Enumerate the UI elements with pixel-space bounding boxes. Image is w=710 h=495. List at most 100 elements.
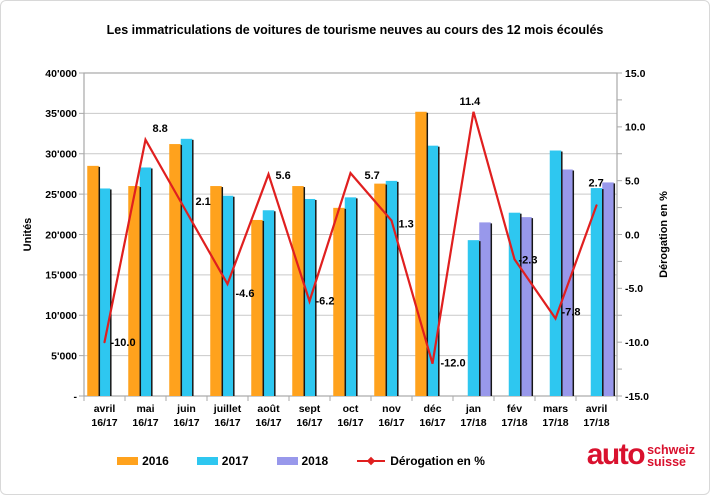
legend-swatch-2016 — [117, 457, 139, 465]
svg-text:16/17: 16/17 — [337, 417, 363, 429]
logo-word: auto — [586, 438, 646, 471]
svg-text:août: août — [257, 403, 280, 415]
bar-2016-juin — [169, 144, 181, 396]
svg-text:10.0: 10.0 — [625, 122, 646, 134]
legend-item-2016: 2016 — [117, 454, 169, 468]
svg-text:16/17: 16/17 — [91, 417, 117, 429]
bar-2017-juin — [180, 138, 193, 396]
axis-ticks — [79, 72, 622, 401]
svg-text:-: - — [74, 391, 78, 403]
bar-2017-avril — [590, 188, 603, 396]
svg-text:16/17: 16/17 — [296, 417, 322, 429]
bar-2016-mai — [128, 186, 140, 396]
svg-text:40'000: 40'000 — [45, 68, 77, 80]
legend-item-2018: 2018 — [276, 454, 328, 468]
data-label: -7.8 — [562, 306, 581, 318]
bar-2016-oct — [333, 207, 345, 396]
data-label: 5.7 — [365, 170, 380, 182]
svg-text:16/17: 16/17 — [255, 417, 281, 429]
svg-text:16/17: 16/17 — [173, 417, 199, 429]
data-label: 2.7 — [589, 177, 604, 189]
data-label: -12.0 — [441, 358, 466, 370]
bar-2017-avril — [98, 188, 111, 396]
svg-text:déc: déc — [423, 403, 441, 415]
line-marker-icon — [357, 456, 386, 466]
chart-title: Les immatriculations de voitures de tour… — [106, 23, 604, 37]
svg-text:-5.0: -5.0 — [625, 283, 643, 295]
bar-2016-déc — [415, 111, 427, 396]
svg-text:15.0: 15.0 — [625, 68, 646, 80]
svg-text:17/18: 17/18 — [542, 417, 568, 429]
left-axis-title: Unités — [22, 218, 34, 252]
data-labels: -10.0 8.8 2.1 -4.6 5.6 -6.2 5.7 1.3 -12.0 11.4 -2.… — [111, 96, 604, 370]
svg-text:0.0: 0.0 — [625, 229, 640, 241]
svg-text:-15.0: -15.0 — [625, 391, 649, 403]
data-label: 5.6 — [276, 170, 291, 182]
bar-2018-jan — [479, 222, 491, 396]
bar-2016-août — [251, 219, 263, 396]
svg-text:25'000: 25'000 — [45, 189, 77, 201]
bar-2017-nov — [385, 180, 398, 396]
svg-text:17/18: 17/18 — [460, 417, 486, 429]
bar-2016-juillet — [210, 186, 222, 396]
svg-text:sept: sept — [299, 403, 321, 415]
svg-text:juin: juin — [176, 403, 196, 415]
svg-text:17/18: 17/18 — [501, 417, 527, 429]
bar-2016-avril — [87, 165, 99, 396]
svg-text:jan: jan — [465, 403, 481, 415]
svg-text:30'000: 30'000 — [45, 149, 77, 161]
svg-text:mai: mai — [136, 403, 154, 415]
bar-2017-jan — [467, 240, 480, 396]
bar-2017-mai — [139, 167, 152, 396]
svg-text:20'000: 20'000 — [45, 229, 77, 241]
data-label: 8.8 — [153, 123, 168, 135]
x-axis-labels: avril 16/17 mai 16/17 juin 16/17 juillet 16/17 a… — [91, 403, 609, 429]
svg-text:17/18: 17/18 — [583, 417, 609, 429]
svg-text:16/17: 16/17 — [419, 417, 445, 429]
data-label: -6.2 — [316, 295, 335, 307]
bar-2017-oct — [344, 197, 357, 396]
legend-swatch-2018 — [276, 457, 298, 465]
left-axis-labels: 40'000 35'000 30'000 25'000 20'000 15'000 10'0… — [45, 68, 77, 403]
svg-text:10'000: 10'000 — [45, 310, 77, 322]
bar-2017-août — [262, 210, 275, 396]
bar-2017-mars — [549, 150, 562, 396]
legend-swatch-2017 — [196, 457, 218, 465]
svg-text:16/17: 16/17 — [132, 417, 158, 429]
data-label: 1.3 — [399, 219, 414, 231]
bar-2017-sept — [303, 198, 316, 396]
legend-label-2016: 2016 — [142, 454, 169, 468]
svg-text:16/17: 16/17 — [214, 417, 240, 429]
bar-2016-sept — [292, 186, 304, 396]
svg-text:oct: oct — [343, 403, 359, 415]
svg-text:avril: avril — [586, 403, 608, 415]
data-label: 11.4 — [460, 96, 482, 108]
svg-text:juillet: juillet — [213, 403, 242, 415]
right-axis-labels: 15.0 10.0 5.0 0.0 -5.0 -10.0 -15.0 — [625, 68, 649, 403]
bar-2017-déc — [426, 145, 439, 396]
bar-2016-nov — [374, 183, 386, 396]
data-label: 2.1 — [196, 196, 211, 208]
legend-item-derogation: Dérogation en % — [356, 454, 485, 468]
bar-2018-avril — [602, 182, 614, 396]
svg-text:5.0: 5.0 — [625, 175, 640, 187]
bars — [87, 111, 614, 396]
logo-stack: schweiz suisse — [647, 444, 695, 469]
svg-text:35'000: 35'000 — [45, 108, 77, 120]
derogation-line — [103, 111, 598, 365]
svg-text:avril: avril — [94, 403, 116, 415]
svg-text:16/17: 16/17 — [378, 417, 404, 429]
svg-text:nov: nov — [382, 403, 401, 415]
legend-label-derogation: Dérogation en % — [390, 454, 485, 468]
combo-chart: -10.0 8.8 2.1 -4.6 5.6 -6.2 5.7 1.3 -12.0 11.4 -2.… — [1, 1, 709, 446]
chart-legend: 2016 2017 2018 Dérogation en % — [61, 450, 541, 472]
data-label: -2.3 — [519, 254, 538, 266]
chart-canvas: -10.08.82.1-4.65.6-6.25.71.3-12.011.4-2.… — [22, 68, 670, 429]
logo-line2: suisse — [647, 454, 686, 469]
data-label: -10.0 — [111, 337, 136, 349]
data-label: -4.6 — [236, 288, 255, 300]
svg-text:15'000: 15'000 — [45, 270, 77, 282]
bar-2018-fév — [520, 217, 532, 396]
bar-shadows — [98, 112, 616, 396]
